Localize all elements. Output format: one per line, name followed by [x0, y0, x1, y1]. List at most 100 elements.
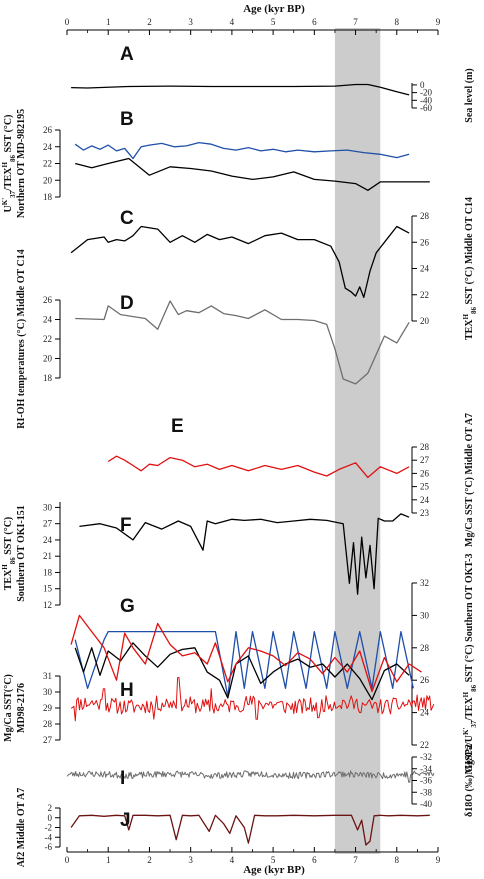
panel-label-G: G — [120, 596, 135, 617]
y-tick-label: 0 — [48, 813, 53, 823]
panel-B-axis-title: UK'37/TEXH86 SST (°C) — [1, 115, 17, 213]
panel-J-axis-title: Af2 Middle OT A7 — [16, 788, 27, 868]
x-tick-label-bottom: 1 — [106, 855, 111, 865]
x-tick-label-bottom: 0 — [65, 855, 70, 865]
y-tick-label: 30 — [420, 610, 430, 620]
y-tick-label: 22 — [420, 740, 429, 750]
y-tick-label: -6 — [45, 842, 53, 852]
series-line-C-black — [70, 225, 410, 299]
series-layer — [66, 83, 435, 846]
series-line-H-red — [70, 677, 435, 722]
series-line-G-blue — [74, 630, 414, 698]
x-tick-label-top: 8 — [395, 17, 400, 27]
y-tick-label: 25 — [420, 482, 430, 492]
panel-F-axis-title: Southern OT OKI-151 — [16, 505, 27, 602]
y-tick-label: -40 — [420, 95, 432, 105]
y-tick-label: 18 — [43, 373, 53, 383]
y-tick-label: 21 — [43, 551, 52, 561]
y-tick-label: 30 — [43, 502, 53, 512]
panel-H-axis-title: MD98-2176 — [16, 683, 27, 733]
y-tick-label: 18 — [43, 567, 53, 577]
panel-A-axis-title: Sea level (m) — [464, 68, 475, 122]
y-tick-label: 2 — [48, 803, 53, 813]
y-tick-label: 24 — [420, 708, 430, 718]
y-tick-label: 22 — [43, 159, 52, 169]
y-tick-label: 28 — [420, 211, 430, 221]
panel-B — [74, 141, 430, 191]
panel-D-axis-title: RI-OH temperatures (°C) Middle OT C14 — [16, 249, 27, 428]
x-tick-label-bottom: 7 — [353, 855, 358, 865]
y-tick-label: 32 — [420, 578, 429, 588]
y-tick-label: -2 — [45, 823, 53, 833]
panel-label-F: F — [120, 515, 132, 536]
series-line-B-blue — [74, 141, 410, 160]
x-tick-label-bottom: 3 — [188, 855, 193, 865]
panel-A — [71, 83, 410, 96]
series-line-G-red — [70, 614, 422, 693]
series-line-J-brown — [70, 814, 430, 846]
series-line-D-gray — [75, 300, 410, 385]
series-line-I-gray — [66, 770, 435, 783]
x-tick-label-bottom: 6 — [312, 855, 317, 865]
panel-D-axis: 18 20 22 24 26 — [43, 295, 61, 383]
panel-D — [75, 300, 410, 385]
y-tick-label: -38 — [420, 787, 432, 797]
y-tick-label: 12 — [43, 600, 52, 610]
panel-G-axis-title: Mg/Ca/UK'37/TEXH86 SST (°C) Southern OT … — [462, 554, 478, 775]
x-tick-label-top: 2 — [147, 17, 152, 27]
series-line-E-red — [107, 455, 410, 479]
y-tick-label: -32 — [420, 752, 432, 762]
y-tick-label: 27 — [43, 735, 53, 745]
y-tick-label: 27 — [43, 519, 53, 529]
x-tick-label-top: 5 — [271, 17, 276, 27]
panel-E-axis: 23 24 25 26 27 28 — [411, 442, 430, 518]
x-tick-label-top: 4 — [230, 17, 235, 27]
panel-label-H: H — [120, 680, 134, 701]
y-tick-label: -60 — [420, 103, 432, 113]
series-line-B-black — [75, 157, 430, 191]
y-tick-label: 28 — [43, 719, 53, 729]
panel-label-A: A — [120, 44, 134, 65]
x-axis-title-bottom: Age (kyr BP) — [243, 864, 305, 876]
y-tick-label: 23 — [420, 508, 430, 518]
y-tick-label: 28 — [420, 643, 430, 653]
x-axis-title-top: Age (kyr BP) — [243, 3, 305, 15]
y-tick-label: 24 — [43, 315, 53, 325]
x-tick-label-top: 9 — [436, 17, 441, 27]
panel-C-axis: 20 22 24 26 28 — [411, 211, 430, 326]
axes-layer: 0 1 2 3 4 5 6 7 8 90 1 2 3 4 5 6 7 8 90-20-40-601820222426… — [43, 17, 441, 865]
highlight-band — [334, 28, 381, 854]
y-tick-label: 0 — [420, 80, 425, 90]
y-tick-label: 24 — [43, 142, 53, 152]
highlight-layer — [334, 28, 381, 854]
y-tick-label: 18 — [43, 192, 53, 202]
y-tick-label: 15 — [43, 584, 53, 594]
panel-C — [70, 225, 410, 299]
y-tick-label: 26 — [420, 468, 430, 478]
x-tick-label-bottom: 9 — [436, 855, 441, 865]
panel-E-axis-title: Mg/Ca SST (°C) Middle OT A7 — [464, 413, 475, 547]
panel-G-axis: 22 24 26 28 30 32 — [411, 578, 430, 750]
panel-label-B: B — [120, 109, 134, 130]
y-tick-label: -20 — [420, 88, 432, 98]
panel-label-J: J — [120, 810, 131, 831]
y-tick-label: 26 — [43, 295, 53, 305]
panel-F-axis-title: TEXH86 SST (°C) — [1, 517, 17, 591]
panel-J — [70, 814, 430, 846]
panel-A-axis: 0-20-40-60 — [411, 80, 432, 113]
y-tick-label: -4 — [45, 832, 53, 842]
y-tick-label: 24 — [420, 495, 430, 505]
x-tick-label-bottom: 5 — [271, 855, 276, 865]
y-tick-label: 30 — [43, 687, 53, 697]
panel-label-I: I — [120, 768, 125, 789]
x-tick-label-bottom: 2 — [147, 855, 152, 865]
y-tick-label: 20 — [43, 354, 53, 364]
labels-layer: Age (kyr BP) Age (kyr BP) A Sea level (m)… — [1, 3, 478, 876]
panel-E — [107, 455, 410, 479]
y-tick-label: 28 — [420, 442, 430, 452]
panel-F — [79, 513, 410, 595]
y-tick-label: 31 — [43, 671, 52, 681]
panel-H-axis-title: Mg/Ca SST(°C) — [3, 674, 14, 742]
x-tick-label-top: 7 — [353, 17, 358, 27]
